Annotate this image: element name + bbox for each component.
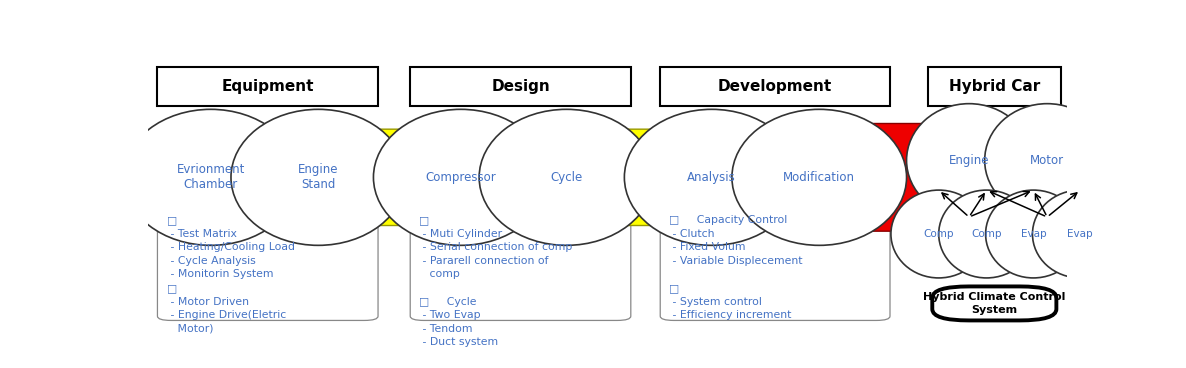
Text: Cycle: Cycle (550, 171, 582, 184)
Text: □     Capacity Control
 - Clutch
 - Fixed Volum
 - Variable Displecement

□
 - S: □ Capacity Control - Clutch - Fixed Volu… (669, 215, 803, 320)
Text: Development: Development (718, 79, 833, 94)
Ellipse shape (231, 109, 406, 245)
Bar (661, 67, 890, 106)
FancyBboxPatch shape (410, 210, 631, 321)
Ellipse shape (1033, 190, 1128, 278)
Text: Engine
Stand: Engine Stand (298, 163, 338, 191)
Text: □
 - Test Matrix
 - Heating/Cooling Load
 - Cycle Analysis
 - Monitorin System
□: □ - Test Matrix - Heating/Cooling Load -… (166, 215, 294, 334)
Polygon shape (861, 124, 959, 231)
Ellipse shape (374, 109, 548, 245)
Ellipse shape (939, 190, 1034, 278)
Text: Design: Design (491, 79, 550, 94)
Ellipse shape (732, 109, 906, 245)
Ellipse shape (624, 109, 799, 245)
Bar (410, 67, 631, 106)
Polygon shape (357, 129, 454, 226)
Bar (158, 67, 378, 106)
Ellipse shape (891, 190, 987, 278)
Text: Equipment: Equipment (222, 79, 314, 94)
Text: Motor: Motor (1031, 154, 1064, 167)
Ellipse shape (123, 109, 298, 245)
FancyBboxPatch shape (158, 210, 378, 321)
Text: Compressor: Compressor (426, 171, 496, 184)
Text: Comp: Comp (971, 229, 1002, 239)
Ellipse shape (986, 190, 1082, 278)
Bar (927, 67, 1061, 106)
Text: Engine: Engine (949, 154, 989, 167)
Ellipse shape (906, 104, 1032, 217)
Text: Evrionment
Chamber: Evrionment Chamber (177, 163, 246, 191)
Text: Modification: Modification (783, 171, 855, 184)
Text: Evap: Evap (1021, 229, 1046, 239)
FancyBboxPatch shape (932, 286, 1057, 321)
Text: Hybrid Car: Hybrid Car (949, 79, 1040, 94)
Text: Analysis: Analysis (688, 171, 737, 184)
Ellipse shape (479, 109, 653, 245)
FancyBboxPatch shape (661, 210, 890, 321)
Text: Hybrid Climate Control
System: Hybrid Climate Control System (923, 292, 1065, 315)
Ellipse shape (984, 104, 1110, 217)
Text: Evap: Evap (1067, 229, 1093, 239)
Polygon shape (610, 129, 707, 226)
Text: Comp: Comp (924, 229, 954, 239)
Text: □
 - Muti Cylinder
 - Serial connection of comp
 - Pararell connection of
   com: □ - Muti Cylinder - Serial connection of… (420, 215, 573, 347)
